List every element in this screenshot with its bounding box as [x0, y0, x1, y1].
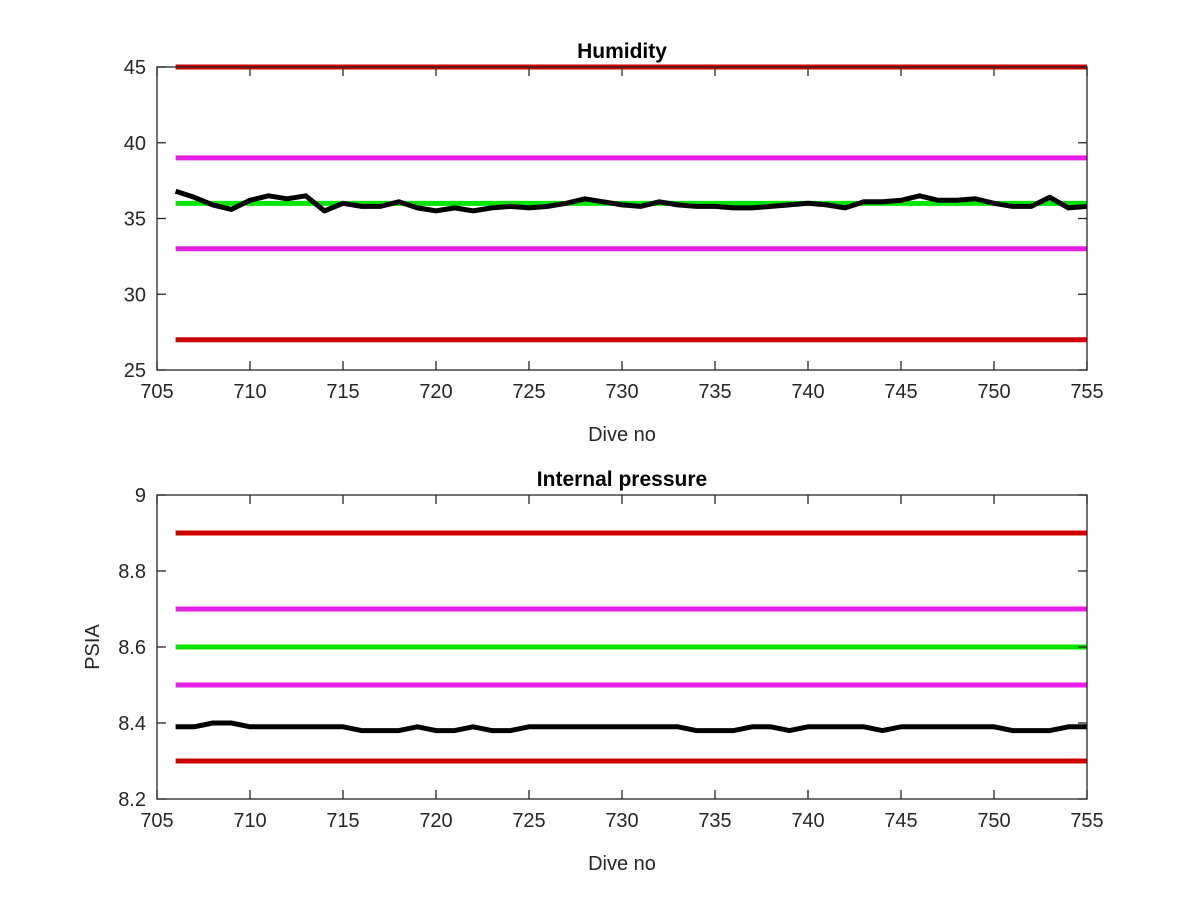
x-tick-label: 730 [605, 381, 638, 403]
x-tick-label: 705 [140, 381, 173, 403]
y-tick-label: 45 [124, 57, 146, 79]
x-tick-label: 720 [419, 381, 452, 403]
x-tick-label: 730 [605, 810, 638, 832]
y-tick-label: 25 [124, 360, 146, 382]
x-tick-label: 745 [884, 810, 917, 832]
x-tick-label: 715 [326, 810, 359, 832]
x-tick-label: 750 [977, 381, 1010, 403]
data-series-line [175, 720, 1087, 734]
x-axis-label: Dive no [588, 853, 656, 875]
axes-box [156, 66, 1088, 371]
y-tick-label: 8.4 [118, 713, 146, 735]
x-tick-label: 735 [698, 381, 731, 403]
internal-pressure-chart: 705 710 715 720 725 730 735 740 745 750 755 8.2 8.4 8… [82, 468, 1104, 875]
x-tick-label: 740 [791, 381, 824, 403]
data-series-line [174, 188, 1088, 214]
y-tick-label: 40 [124, 133, 146, 155]
x-tick-label: 755 [1070, 381, 1103, 403]
y-tick-label: 9 [135, 485, 146, 507]
x-tick-label: 725 [512, 810, 545, 832]
y-axis-label: PSIA [82, 624, 104, 670]
x-tick-label: 705 [140, 810, 173, 832]
x-tick-label: 745 [884, 381, 917, 403]
x-tick-label: 725 [512, 381, 545, 403]
x-tick-label: 710 [233, 810, 266, 832]
x-tick-label: 710 [233, 381, 266, 403]
y-tick-label: 8.8 [118, 561, 146, 583]
x-tick-label: 750 [977, 810, 1010, 832]
x-tick-label: 740 [791, 810, 824, 832]
chart-title: Internal pressure [537, 468, 707, 491]
y-tick-label: 35 [124, 209, 146, 231]
x-tick-label: 735 [698, 810, 731, 832]
y-tick-label: 8.2 [118, 789, 146, 811]
x-tick-label: 715 [326, 381, 359, 403]
chart-title: Humidity [577, 40, 667, 63]
x-tick-label: 720 [419, 810, 452, 832]
humidity-chart: 705 710 715 720 725 730 735 740 745 750 755 25 30 35 4… [124, 40, 1104, 446]
y-tick-label: 30 [124, 284, 146, 306]
x-tick-label: 755 [1070, 810, 1103, 832]
y-tick-label: 8.6 [118, 637, 146, 659]
x-axis-label: Dive no [588, 424, 656, 446]
